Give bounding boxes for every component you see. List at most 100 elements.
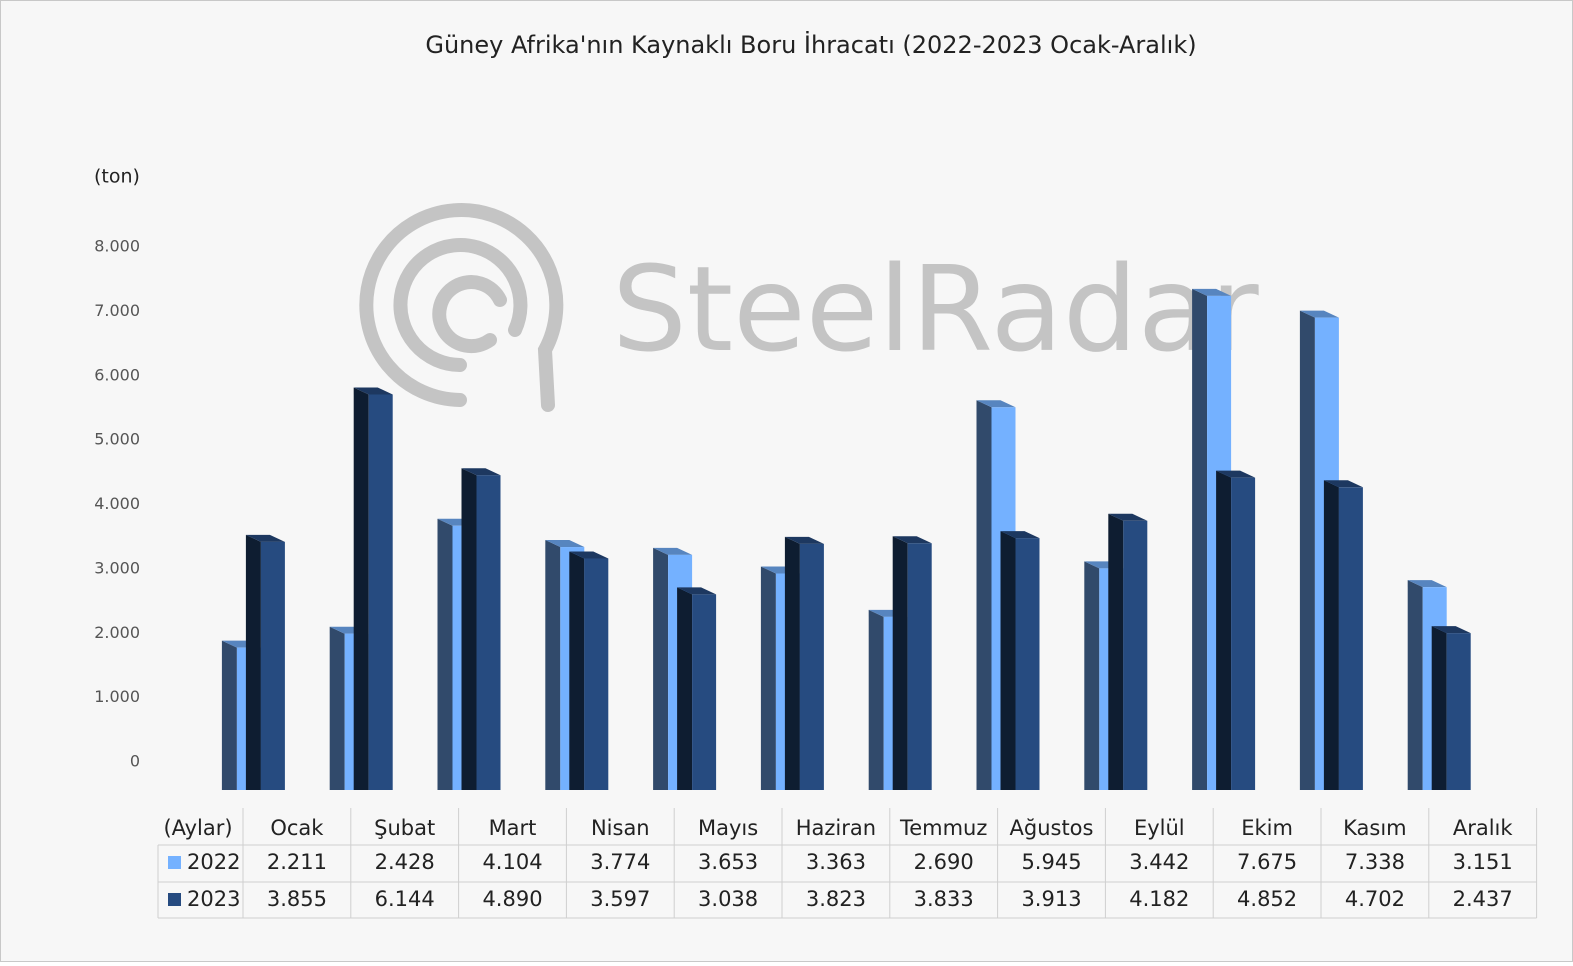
bar-top bbox=[892, 536, 932, 544]
chart-title: Güney Afrika'nın Kaynaklı Boru İhracatı … bbox=[425, 30, 1196, 59]
bar-side bbox=[784, 536, 800, 790]
bar-front bbox=[368, 394, 393, 790]
bar-top bbox=[1407, 580, 1447, 588]
bar-top bbox=[1431, 626, 1471, 634]
bar-top bbox=[545, 540, 585, 548]
bar bbox=[892, 536, 932, 790]
bar-top bbox=[1192, 288, 1232, 296]
bar-side bbox=[1216, 470, 1232, 790]
data-label: 3.597 bbox=[590, 887, 650, 911]
bar-side bbox=[461, 468, 477, 790]
bar-side bbox=[1407, 580, 1423, 790]
x-tick-label: Mayıs bbox=[698, 816, 758, 840]
bar-side bbox=[1323, 480, 1339, 790]
data-label: 4.182 bbox=[1129, 887, 1189, 911]
bar-top bbox=[1108, 513, 1148, 521]
data-label: 3.823 bbox=[806, 887, 866, 911]
bar-front bbox=[1446, 633, 1471, 790]
bar-top bbox=[1000, 531, 1040, 539]
x-tick-label: Mart bbox=[489, 816, 537, 840]
y-tick-label: 6.000 bbox=[94, 365, 140, 384]
y-tick-label: 8.000 bbox=[94, 237, 140, 256]
data-label: 4.702 bbox=[1345, 887, 1405, 911]
y-tick-label: 4.000 bbox=[94, 494, 140, 513]
bar bbox=[677, 587, 717, 790]
y-axis-label: (ton) bbox=[94, 166, 140, 188]
bar-front bbox=[1231, 477, 1256, 790]
bar-front bbox=[584, 558, 609, 790]
bar bbox=[1323, 480, 1363, 790]
x-tick-label: Nisan bbox=[591, 816, 650, 840]
data-label: 3.038 bbox=[698, 887, 758, 911]
data-label: 3.913 bbox=[1021, 887, 1081, 911]
x-tick-label: Temmuz bbox=[899, 816, 987, 840]
bar-front bbox=[260, 541, 285, 790]
data-label: 4.852 bbox=[1237, 887, 1297, 911]
y-tick-label: 1.000 bbox=[94, 687, 140, 706]
bar-top bbox=[976, 400, 1016, 408]
bar-top bbox=[784, 536, 824, 544]
legend-label: 2023 bbox=[187, 887, 240, 911]
bar-side bbox=[329, 626, 345, 790]
x-tick-label: Eylül bbox=[1134, 816, 1185, 840]
bar-side bbox=[1084, 561, 1100, 790]
bar bbox=[784, 536, 824, 790]
bar-side bbox=[677, 587, 693, 790]
data-label: 7.338 bbox=[1345, 850, 1405, 874]
legend-swatch bbox=[168, 893, 181, 906]
bar-top bbox=[1323, 480, 1363, 488]
bar bbox=[1108, 513, 1148, 790]
bar-front bbox=[1123, 520, 1148, 790]
data-label: 5.945 bbox=[1021, 850, 1081, 874]
data-label: 3.774 bbox=[590, 850, 650, 874]
data-label: 3.653 bbox=[698, 850, 758, 874]
bar-top bbox=[569, 551, 609, 559]
bar-side bbox=[1431, 626, 1447, 790]
bar-side bbox=[353, 387, 369, 790]
data-label: 2.690 bbox=[914, 850, 974, 874]
bar-side bbox=[1299, 310, 1315, 790]
data-label: 3.833 bbox=[914, 887, 974, 911]
bar-top bbox=[653, 547, 693, 555]
legend-label: 2022 bbox=[187, 850, 240, 874]
bar bbox=[1431, 626, 1471, 790]
data-label: 4.104 bbox=[482, 850, 542, 874]
bar-top bbox=[677, 587, 717, 595]
bar-front bbox=[799, 543, 824, 790]
x-tick-label: Ocak bbox=[270, 816, 324, 840]
bar-top bbox=[1216, 470, 1256, 478]
bar bbox=[569, 551, 609, 790]
data-label: 3.151 bbox=[1453, 850, 1513, 874]
bar-side bbox=[221, 640, 237, 790]
bar bbox=[353, 387, 393, 790]
x-tick-label: Aralık bbox=[1453, 816, 1514, 840]
data-label: 6.144 bbox=[375, 887, 435, 911]
watermark: SteelRadar bbox=[612, 240, 1259, 378]
data-label: 3.855 bbox=[267, 887, 327, 911]
x-axis-label: (Aylar) bbox=[163, 816, 232, 840]
bar bbox=[461, 468, 501, 790]
bar-side bbox=[1000, 531, 1016, 790]
data-label: 3.442 bbox=[1129, 850, 1189, 874]
x-tick-label: Ağustos bbox=[1010, 816, 1094, 840]
y-tick-label: 3.000 bbox=[94, 558, 140, 577]
bar-front bbox=[692, 594, 717, 790]
bar-side bbox=[976, 400, 992, 790]
bar-top bbox=[245, 534, 285, 542]
bar-front bbox=[1015, 538, 1040, 790]
data-label: 2.211 bbox=[267, 850, 327, 874]
watermark-logo bbox=[359, 203, 564, 412]
legend-swatch bbox=[168, 856, 181, 869]
x-tick-label: Haziran bbox=[796, 816, 876, 840]
y-tick-label: 5.000 bbox=[94, 430, 140, 449]
bar-side bbox=[545, 540, 561, 790]
bar bbox=[245, 534, 285, 790]
y-tick-label: 7.000 bbox=[94, 301, 140, 320]
data-label: 4.890 bbox=[482, 887, 542, 911]
y-tick-label: 2.000 bbox=[94, 623, 140, 642]
bar-side bbox=[653, 547, 669, 790]
bar-side bbox=[892, 536, 908, 790]
bar-side bbox=[437, 518, 453, 790]
x-tick-label: Kasım bbox=[1343, 816, 1407, 840]
